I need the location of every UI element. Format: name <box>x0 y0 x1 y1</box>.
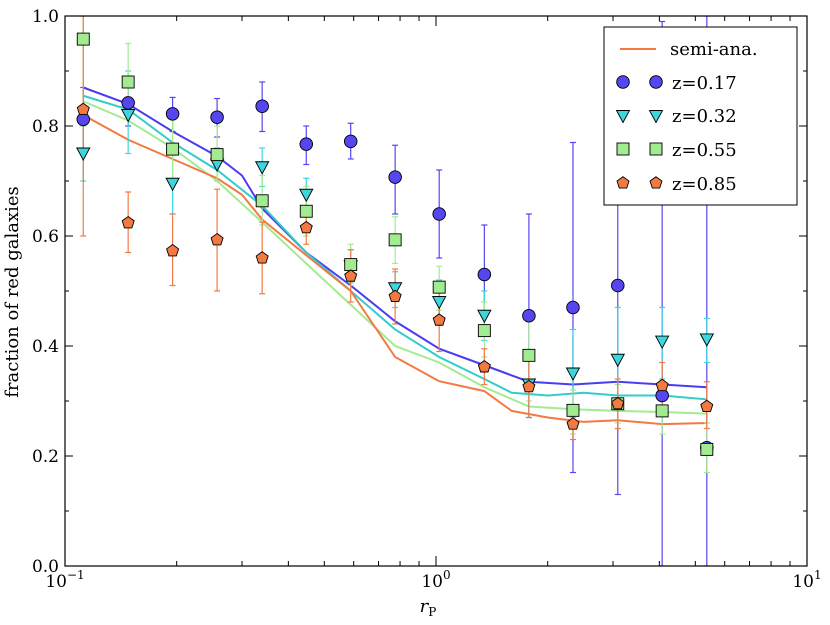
point-z055-8 <box>432 280 446 294</box>
point-z017-3 <box>210 110 224 124</box>
point-z085-3 <box>210 232 224 246</box>
legend-marker-b-z032 <box>648 110 664 124</box>
point-z055-2 <box>166 142 180 156</box>
point-z032-13 <box>654 335 670 350</box>
point-z055-14 <box>700 442 714 456</box>
legend-label-z017: z=0.17 <box>672 73 737 94</box>
x-axis-label-main: r <box>420 596 430 617</box>
point-z085-6 <box>344 269 358 282</box>
point-z032-1 <box>120 109 136 123</box>
legend-semi-ana-label: semi-ana. <box>670 39 758 60</box>
point-z055-11 <box>566 403 580 417</box>
legend-marker-a-z032 <box>615 110 631 124</box>
point-z055-0 <box>76 32 90 46</box>
point-z017-7 <box>388 170 402 184</box>
point-z055-7 <box>388 233 402 247</box>
point-z085-14 <box>700 399 714 413</box>
point-z017-11 <box>566 300 580 315</box>
semi-ana-curve-z017 <box>82 86 707 389</box>
point-z032-2 <box>165 177 180 192</box>
legend-markers <box>615 75 664 189</box>
point-z032-9 <box>477 309 492 324</box>
point-z085-4 <box>255 251 269 264</box>
point-z017-5 <box>299 137 314 151</box>
legend: semi-ana. z=0.17 z=0.32 z=0.55 z=0.85 <box>603 26 798 206</box>
point-z055-5 <box>299 204 313 218</box>
x-axis-label: rP <box>420 596 437 619</box>
semi-ana-curve-z085 <box>82 114 707 426</box>
y-axis-label: fraction of red galaxies <box>2 186 23 397</box>
legend-marker-a-z055 <box>616 142 630 156</box>
x-tick-label-2: 101 <box>792 568 821 592</box>
point-z017-8 <box>432 207 446 221</box>
point-z055-4 <box>255 194 269 208</box>
point-z032-11 <box>565 367 581 381</box>
y-tick-label-5: 1.0 <box>32 7 59 27</box>
data-points <box>76 32 715 456</box>
point-z017-4 <box>255 99 269 113</box>
point-z017-1 <box>121 96 135 110</box>
legend-label-z055: z=0.55 <box>672 140 737 161</box>
y-tick-label-0: 0.0 <box>32 557 59 577</box>
plot-frame <box>64 15 808 567</box>
point-z032-7 <box>387 282 403 296</box>
legend-marker-a-z017 <box>616 75 630 89</box>
point-z085-1 <box>121 215 135 229</box>
point-z055-10 <box>522 348 536 362</box>
point-z055-6 <box>344 258 358 272</box>
point-z085-12 <box>611 396 625 410</box>
point-z017-6 <box>343 134 358 149</box>
legend-marker-a-z085 <box>616 176 630 189</box>
point-z085-13 <box>655 378 669 392</box>
point-z085-7 <box>388 289 402 303</box>
legend-label-z085: z=0.85 <box>672 174 737 195</box>
point-z032-12 <box>610 353 626 368</box>
legend-label-z032: z=0.32 <box>672 106 737 127</box>
legend-marker-b-z085 <box>649 176 663 189</box>
legend-marker-b-z055 <box>649 142 663 156</box>
y-tick-label-2: 0.4 <box>32 337 59 357</box>
point-z032-4 <box>254 161 270 175</box>
point-z032-5 <box>299 188 314 203</box>
point-z085-8 <box>432 313 446 326</box>
point-z085-2 <box>166 243 180 257</box>
point-z055-3 <box>210 148 224 162</box>
y-tick-label-3: 0.6 <box>32 227 59 247</box>
point-z017-2 <box>165 107 180 121</box>
y-tick-label-4: 0.8 <box>32 117 59 137</box>
tick-labels: 0.0 0.2 0.4 0.6 0.8 1.0 10−1 100 101 <box>32 7 822 592</box>
point-z085-9 <box>477 360 491 373</box>
point-z085-0 <box>76 102 90 116</box>
point-z055-13 <box>655 404 669 418</box>
point-z055-1 <box>121 75 135 89</box>
legend-frame <box>603 26 798 206</box>
x-axis-label-subscript: P <box>428 605 436 619</box>
point-z085-11 <box>566 417 580 430</box>
point-z017-9 <box>477 267 492 282</box>
semi-ana-curve-z032 <box>82 94 707 401</box>
point-z017-10 <box>522 309 536 323</box>
point-z017-12 <box>611 278 625 293</box>
x-tick-label-0: 10−1 <box>45 568 84 592</box>
point-z032-8 <box>431 296 447 310</box>
semi-analytic-curves <box>82 86 707 426</box>
x-tick-label-1: 100 <box>421 568 450 592</box>
legend-marker-b-z017 <box>649 75 663 89</box>
point-z032-14 <box>699 333 715 347</box>
point-z085-5 <box>299 220 313 234</box>
point-z085-10 <box>522 379 536 393</box>
y-tick-label-1: 0.2 <box>32 447 59 467</box>
semi-ana-curve-z055 <box>82 100 707 415</box>
point-z055-9 <box>477 324 491 338</box>
point-z032-0 <box>76 147 91 161</box>
